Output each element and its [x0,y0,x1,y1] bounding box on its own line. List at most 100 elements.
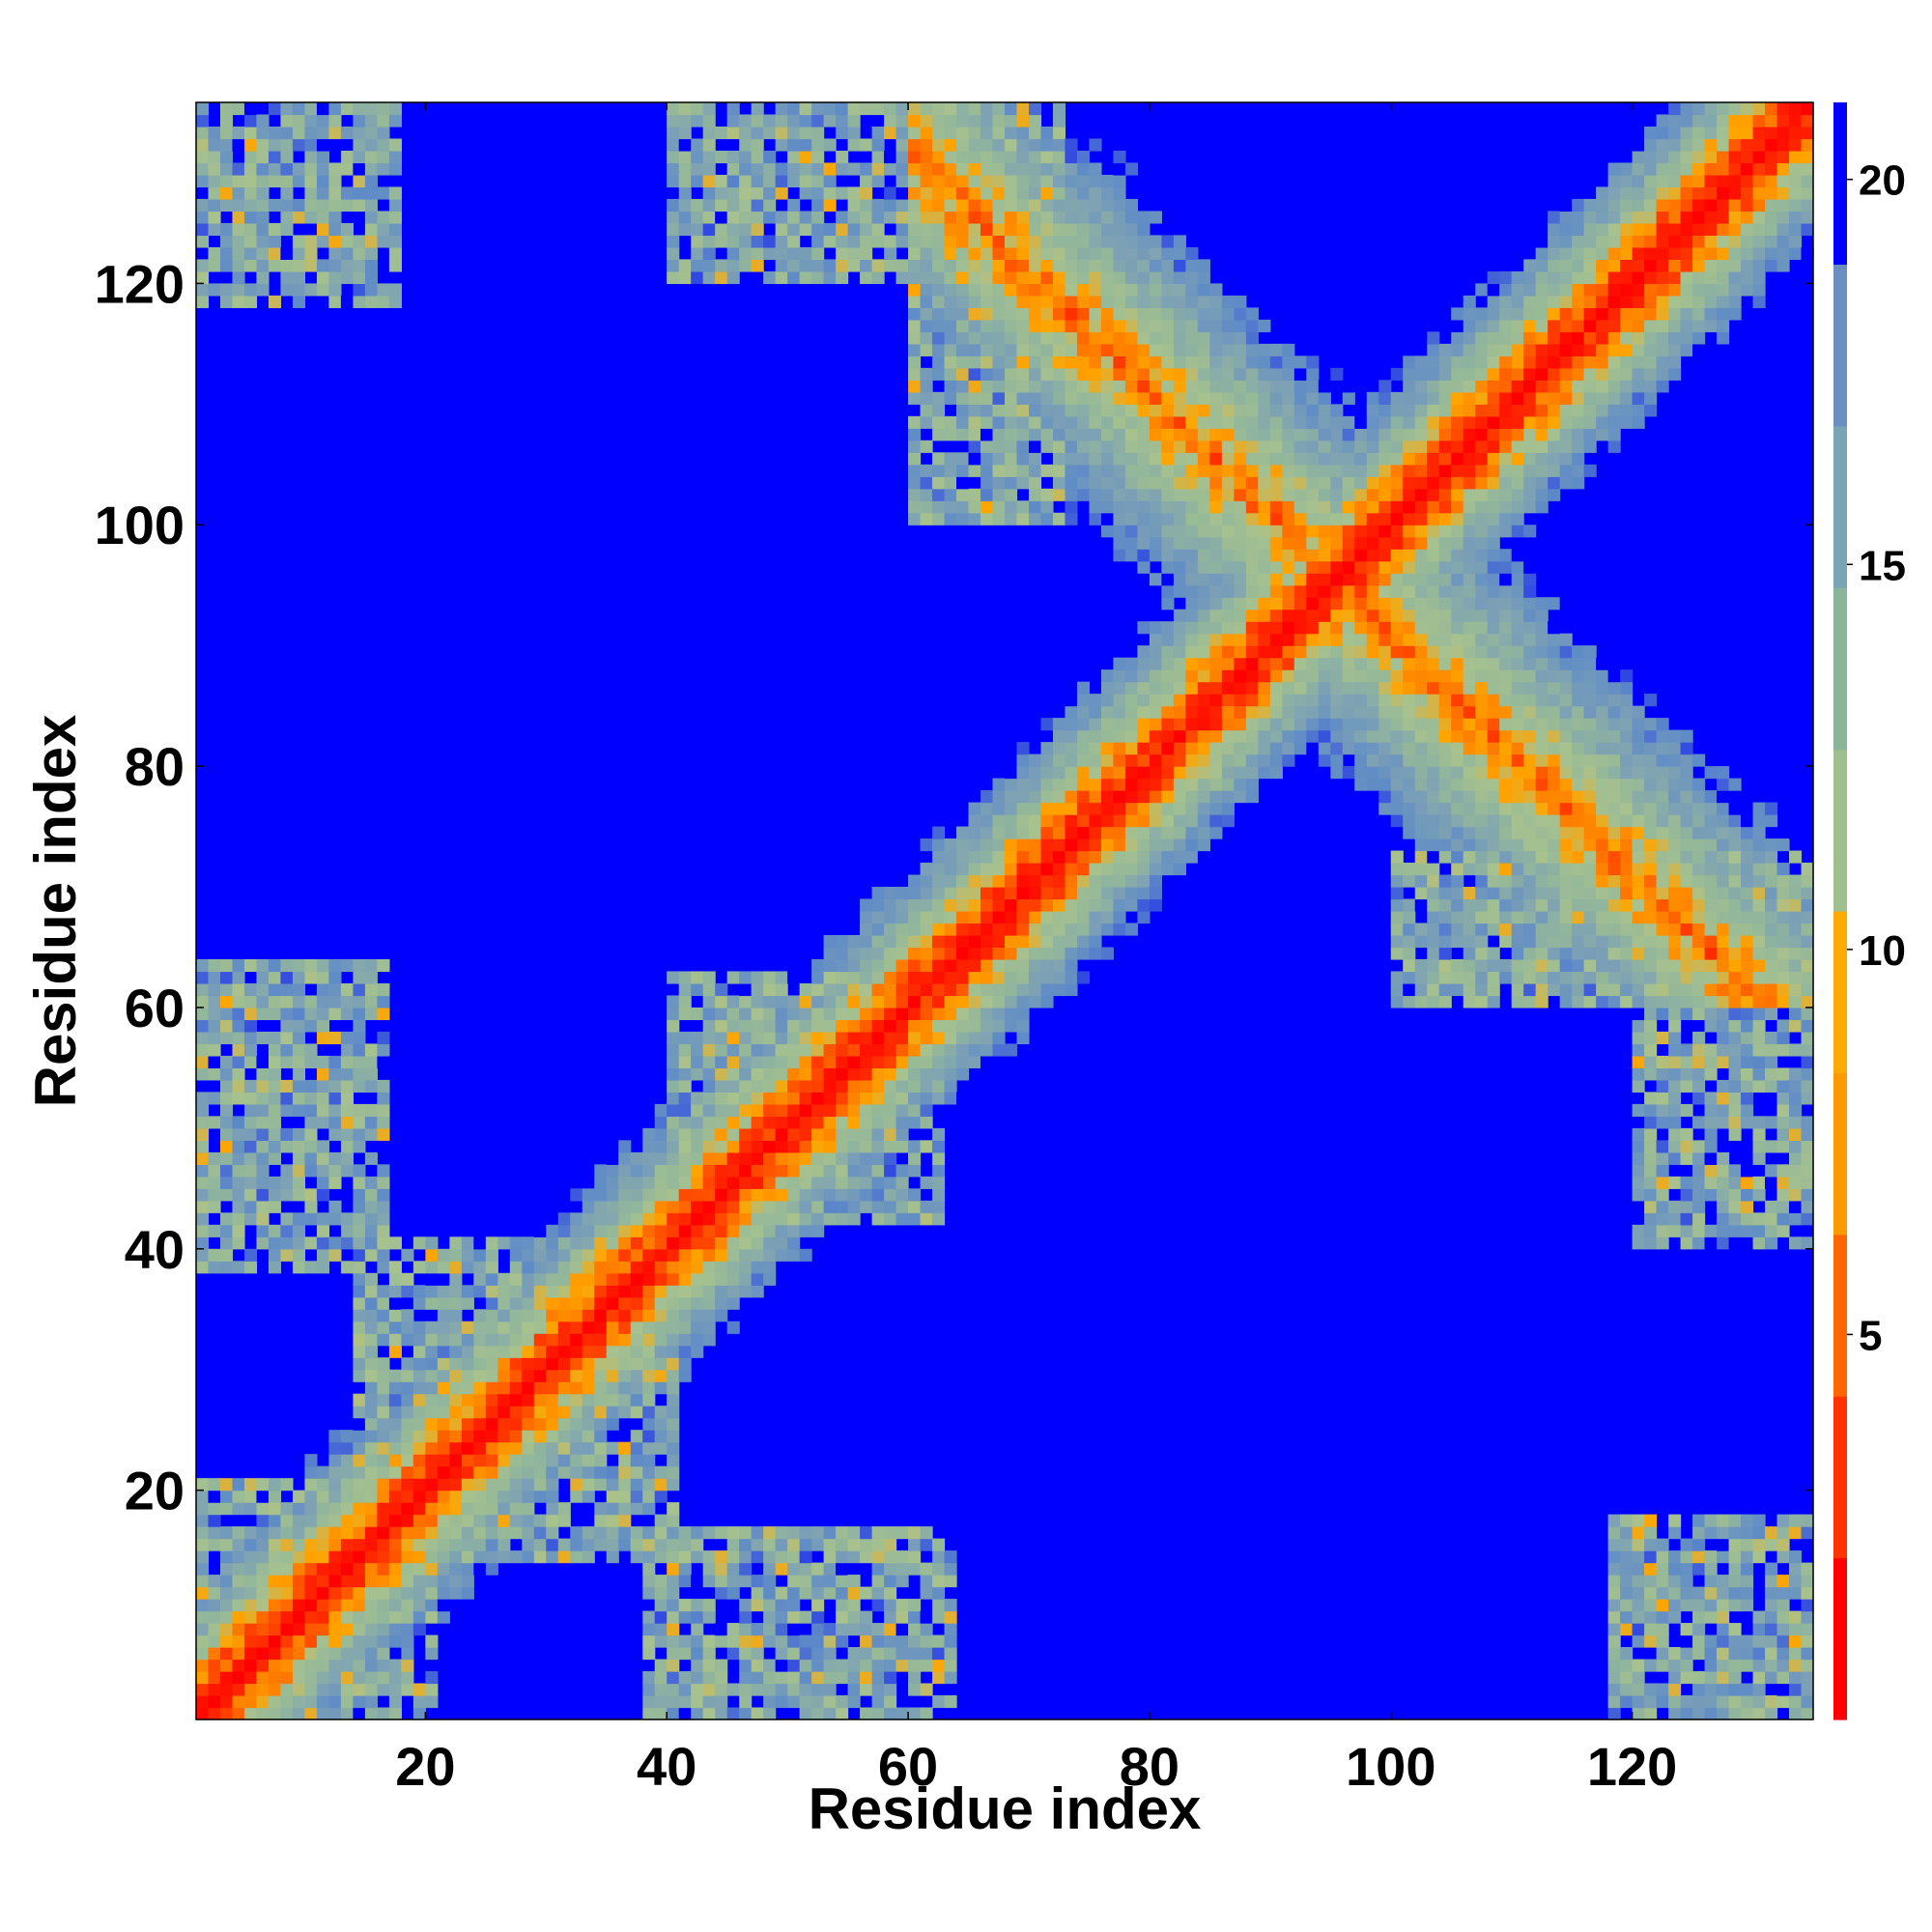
heatmap-cell [304,1610,318,1624]
heatmap-cell [751,126,764,140]
heatmap-cell [667,1647,680,1661]
heatmap-cell [787,1659,801,1672]
heatmap-cell [340,1007,354,1021]
heatmap-cell [654,1478,668,1492]
heatmap-cell [606,1526,619,1540]
heatmap-cell [920,1200,933,1213]
heatmap-cell [1438,742,1452,755]
heatmap-cell [1052,887,1066,900]
heatmap-cell [256,235,270,248]
heatmap-cell [1089,235,1102,248]
heatmap-cell [304,198,318,213]
heatmap-cell [280,1526,294,1540]
heatmap-cell [739,1683,753,1696]
heatmap-cell [860,1671,873,1685]
heatmap-cell [1040,753,1054,767]
heatmap-cell [1197,778,1210,791]
heatmap-cell [811,1055,825,1068]
heatmap-cell [1149,452,1162,466]
heatmap-cell [364,1610,378,1624]
heatmap-cell [1209,440,1223,453]
heatmap-cell [328,1514,342,1527]
heatmap-cell [1173,838,1186,852]
heatmap-cell [196,1647,210,1661]
heatmap-cell [196,198,210,213]
heatmap-cell [388,1683,402,1696]
heatmap-cell [1221,525,1235,538]
heatmap-cell [884,911,897,924]
heatmap-cell [667,1586,680,1600]
heatmap-cell [823,1575,837,1588]
heatmap-cell [1089,476,1102,490]
heatmap-cell [691,1236,704,1250]
heatmap-cell [1173,246,1186,260]
heatmap-cell [1065,766,1078,780]
heatmap-cell [944,126,957,140]
heatmap-cell [461,1465,474,1479]
heatmap-cell [1185,452,1199,466]
heatmap-cell [1293,669,1307,683]
heatmap-cell [292,1055,306,1068]
heatmap-cell [497,1454,511,1467]
heatmap-cell [920,1055,933,1068]
heatmap-cell [871,1164,885,1178]
heatmap-cell [799,126,812,140]
heatmap-cell [823,1043,837,1057]
heatmap-cell [992,1043,1006,1057]
heatmap-cell [461,1586,474,1600]
heatmap-cell [1438,633,1452,646]
heatmap-cell [884,1550,897,1564]
heatmap-cell [1124,198,1139,213]
heatmap-cell [1052,198,1066,213]
heatmap-cell [1403,536,1416,550]
heatmap-cell [739,1055,753,1068]
heatmap-cell [522,1369,535,1382]
heatmap-cell [1113,391,1126,405]
heatmap-cell [1427,440,1440,453]
heatmap-cell [992,404,1006,417]
heatmap-cell [871,1671,885,1685]
heatmap-cell [268,1550,282,1564]
heatmap-cell [895,1200,909,1213]
heatmap-cell [1414,488,1428,501]
heatmap-cell [219,1103,234,1117]
heatmap-cell [1028,138,1042,152]
heatmap-cell [292,1176,306,1189]
heatmap-cell [570,1550,583,1564]
heatmap-cell [232,1478,245,1492]
heatmap-cell [642,1502,656,1516]
heatmap-cell [1100,729,1115,743]
heatmap-cell [763,270,777,284]
heatmap-cell [920,222,933,237]
heatmap-cell [980,295,994,308]
heatmap-cell [1306,584,1320,598]
heatmap-cell [726,1043,740,1057]
heatmap-cell [1366,525,1379,538]
heatmap-cell [268,126,282,140]
heatmap-cell [1390,923,1404,936]
heatmap-cell [980,982,994,997]
heatmap-cell [678,126,692,140]
heatmap-cell [388,1381,402,1395]
heatmap-cell [751,1526,764,1540]
heatmap-cell [980,934,994,949]
heatmap-cell [667,150,680,164]
heatmap-cell [208,1188,221,1202]
heatmap-cell [473,1465,487,1479]
heatmap-cell [1318,609,1331,622]
heatmap-cell [1306,404,1320,417]
heatmap-cell [1124,162,1139,176]
heatmap-cell [364,1103,378,1117]
heatmap-cell [1293,729,1307,743]
heatmap-cell [944,1634,957,1648]
heatmap-cell [1076,174,1091,188]
heatmap-cell [1245,549,1259,562]
heatmap-cell [1403,911,1416,924]
heatmap-cell [811,162,825,176]
heatmap-cell [884,259,897,272]
heatmap-cell [243,222,258,237]
heatmap-cell [280,1140,294,1153]
heatmap-cell [980,995,994,1009]
heatmap-cell [1076,681,1091,695]
heatmap-cell [1089,222,1102,237]
